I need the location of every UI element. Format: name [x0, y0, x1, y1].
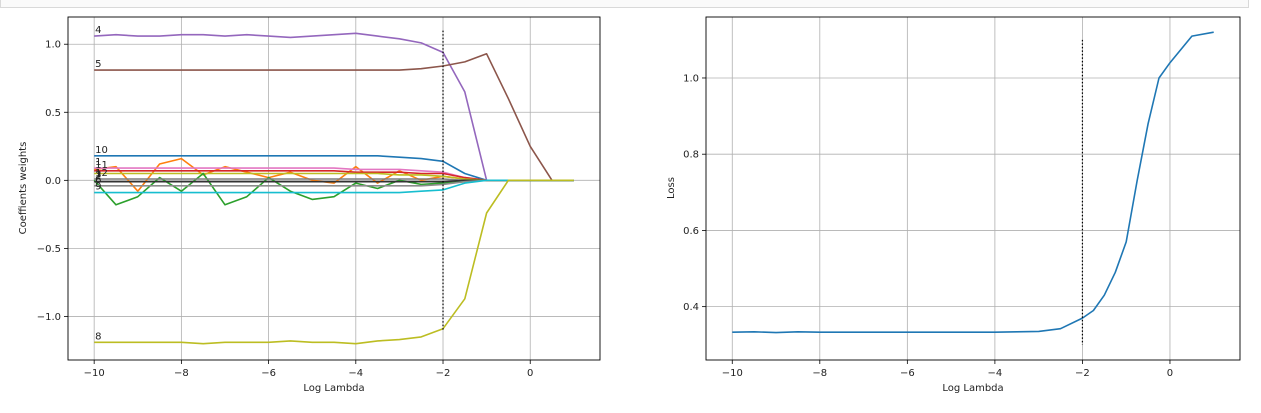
x-tick-label: −6: [261, 368, 276, 379]
x-tick-label: 0: [1167, 368, 1173, 379]
chart-panel-1: −10 −8 −6 −4 −2 0−1.0−0.50.00.51.045101113122…: [18, 16, 601, 394]
top-scrollbar-edge: [0, 0, 1249, 8]
series-label: 8: [95, 331, 101, 342]
y-axis-label: Loss: [666, 177, 677, 199]
series-label: 4: [95, 25, 101, 36]
x-tick-label: 0: [527, 368, 533, 379]
axes-frame: [705, 16, 1241, 361]
x-axis-label: Log Lambda: [303, 383, 364, 394]
y-tick-label: 1.0: [45, 40, 61, 51]
series-label: 5: [95, 59, 101, 70]
x-tick-label: −10: [722, 368, 743, 379]
y-tick-label: −0.5: [37, 244, 61, 255]
series-line: [732, 31, 1214, 334]
axes-frame: [67, 16, 601, 361]
series-line: [94, 32, 574, 182]
series-line: [94, 179, 574, 345]
y-tick-label: 0.6: [683, 226, 699, 237]
series-line: [94, 179, 574, 194]
x-tick-label: −6: [900, 368, 915, 379]
y-tick-label: 0.4: [683, 302, 699, 313]
series-label: 1: [95, 157, 101, 168]
x-tick-label: −10: [84, 368, 105, 379]
chart-panel-2: −10 −8 −6 −4 −2 0 0.4 0.6 0.8 1.0 Log Lambda Loss: [666, 16, 1241, 394]
y-tick-label: 0.0: [45, 176, 61, 187]
series-label: 2: [95, 171, 101, 182]
y-tick-label: 1.0: [683, 73, 699, 84]
x-tick-label: −4: [988, 368, 1003, 379]
y-tick-label: 0.5: [45, 108, 61, 119]
y-tick-label: −1.0: [37, 312, 61, 323]
series-label: 6: [95, 175, 101, 186]
series-label: 10: [95, 145, 108, 156]
x-tick-label: −2: [436, 368, 451, 379]
series-label: 9: [95, 182, 101, 193]
x-tick-label: −8: [812, 368, 827, 379]
series-label: 11: [95, 160, 108, 171]
x-tick-label: −4: [348, 368, 363, 379]
series-line: [94, 52, 574, 182]
x-axis-label: Log Lambda: [942, 383, 1003, 394]
y-axis-label: Coeffients weights: [18, 142, 29, 235]
series-label: 3: [95, 169, 101, 180]
x-tick-label: −8: [174, 368, 189, 379]
x-tick-label: −2: [1075, 368, 1090, 379]
y-tick-label: 0.8: [683, 150, 699, 161]
series-label: 12: [95, 168, 108, 179]
